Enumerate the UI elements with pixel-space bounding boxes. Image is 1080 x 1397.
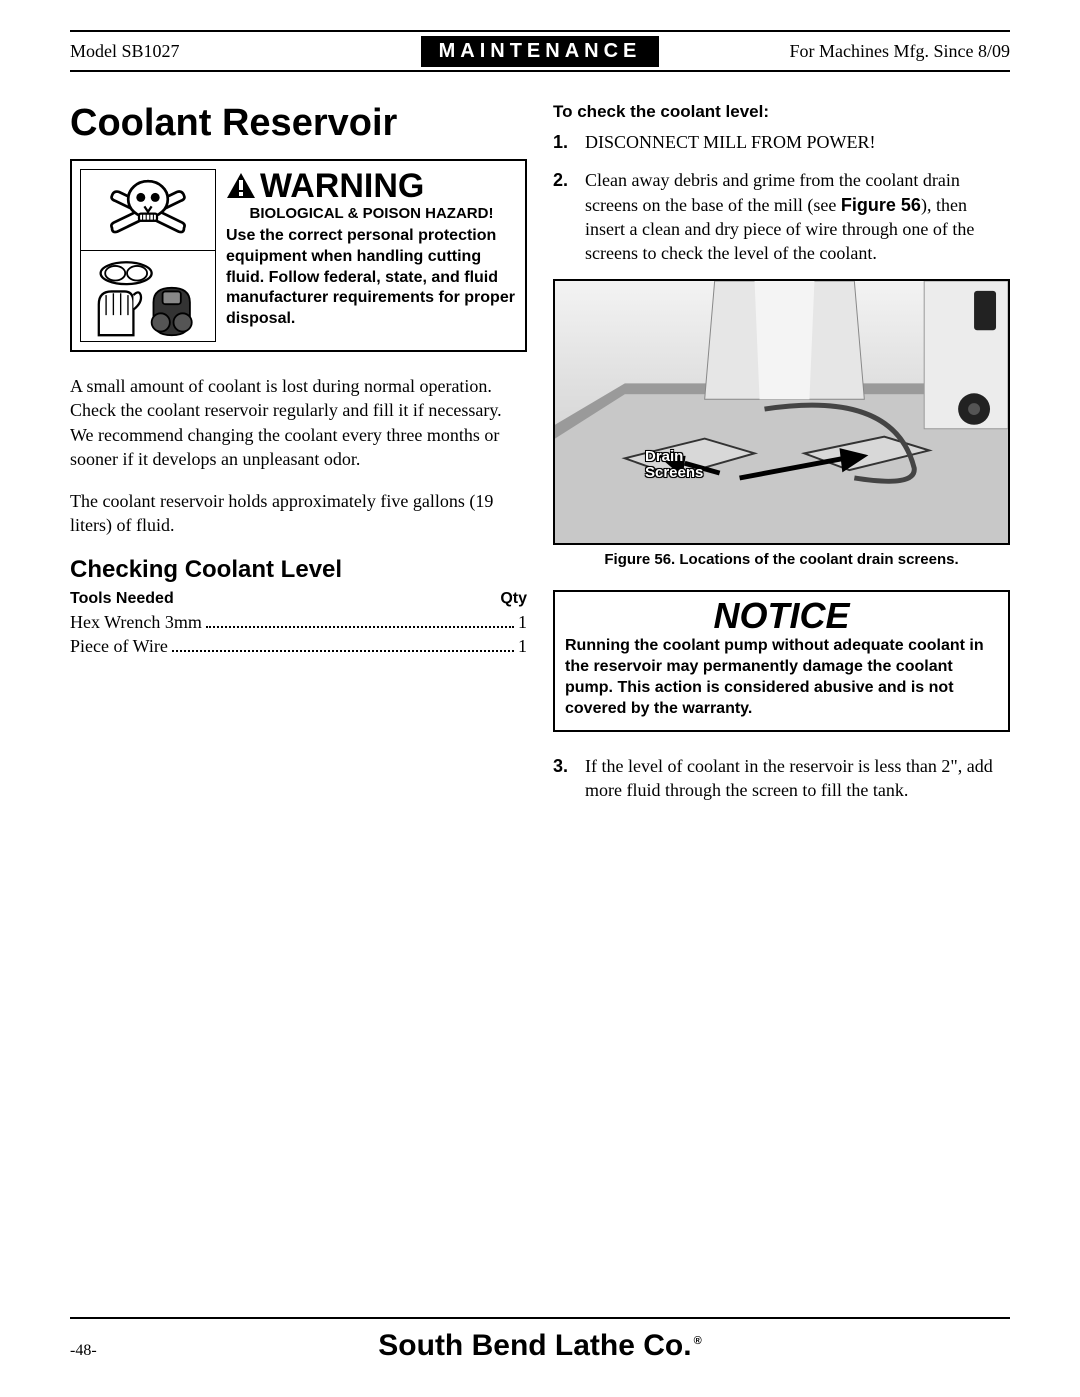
warning-box: WARNING BIOLOGICAL & POISON HAZARD! Use …: [70, 159, 527, 352]
intro-paragraph-1: A small amount of coolant is lost during…: [70, 374, 527, 471]
tool-name: Piece of Wire: [70, 634, 168, 658]
skull-crossbones-icon: [81, 170, 215, 250]
steps-list-continued: 3. If the level of coolant in the reserv…: [553, 754, 1010, 803]
drain-label-line1: Drain: [645, 448, 683, 465]
drain-label-line2: Screens: [645, 464, 703, 481]
step-2: 2. Clean away debris and grime from the …: [553, 168, 1010, 265]
notice-title: NOTICE: [565, 598, 998, 634]
tool-qty: 1: [518, 634, 527, 658]
warning-icon-grid: [80, 169, 216, 342]
tool-name: Hex Wrench 3mm: [70, 610, 202, 634]
right-column: To check the coolant level: 1. DISCONNEC…: [553, 102, 1010, 816]
notice-box: NOTICE Running the coolant pump without …: [553, 590, 1010, 731]
step-text: DISCONNECT MILL FROM POWER!: [585, 130, 876, 154]
header-mfg: For Machines Mfg. Since 8/09: [659, 41, 1010, 62]
tools-header-left: Tools Needed: [70, 590, 500, 608]
registered-mark: ®: [694, 1335, 702, 1347]
ppe-icons: [81, 250, 215, 341]
tools-header-row: Tools Needed Qty: [70, 590, 527, 608]
tool-row: Hex Wrench 3mm 1: [70, 610, 527, 634]
check-level-heading: To check the coolant level:: [553, 102, 1010, 122]
figure-illustration: [555, 281, 1008, 543]
step-1: 1. DISCONNECT MILL FROM POWER!: [553, 130, 1010, 154]
section-title: Coolant Reservoir: [70, 102, 527, 145]
left-column: Coolant Reservoir: [70, 102, 527, 816]
figure-56: Drain Screens: [553, 279, 1010, 545]
tools-header-right: Qty: [500, 590, 527, 608]
page-footer: -48- South Bend Lathe Co.®: [70, 1317, 1010, 1363]
step-text: Clean away debris and grime from the coo…: [585, 168, 1010, 265]
top-rule: [70, 30, 1010, 32]
page-number: -48-: [70, 1342, 190, 1360]
steps-list: 1. DISCONNECT MILL FROM POWER! 2. Clean …: [553, 130, 1010, 265]
warning-body: Use the correct personal protection equi…: [226, 226, 517, 330]
company-text: South Bend Lathe Co.: [378, 1329, 691, 1362]
figure-reference: Figure 56: [841, 195, 921, 215]
step-number: 1.: [553, 130, 573, 154]
step-number: 2.: [553, 168, 573, 265]
step-number: 3.: [553, 754, 573, 803]
step-text: If the level of coolant in the reservoir…: [585, 754, 1010, 803]
company-name: South Bend Lathe Co.®: [190, 1329, 890, 1363]
subsection-title: Checking Coolant Level: [70, 556, 527, 584]
warning-word: WARNING: [260, 169, 424, 203]
header-section-band: MAINTENANCE: [421, 36, 660, 67]
figure-caption: Figure 56. Locations of the coolant drai…: [553, 551, 1010, 568]
header-model: Model SB1027: [70, 41, 421, 62]
tool-row: Piece of Wire 1: [70, 634, 527, 658]
two-column-layout: Coolant Reservoir: [70, 102, 1010, 816]
drain-screens-label: Drain Screens: [645, 449, 703, 481]
leader-dots: [206, 612, 514, 628]
warning-triangle-icon: [226, 172, 256, 200]
notice-body: Running the coolant pump without adequat…: [565, 636, 998, 719]
warning-subhead: BIOLOGICAL & POISON HAZARD!: [226, 205, 517, 222]
leader-dots: [172, 636, 514, 652]
page-header: Model SB1027 MAINTENANCE For Machines Mf…: [70, 36, 1010, 72]
tool-qty: 1: [518, 610, 527, 634]
footer-rule: [70, 1317, 1010, 1319]
warning-heading: WARNING: [226, 169, 517, 203]
step-3: 3. If the level of coolant in the reserv…: [553, 754, 1010, 803]
intro-paragraph-2: The coolant reservoir holds approximatel…: [70, 489, 527, 538]
warning-text-block: WARNING BIOLOGICAL & POISON HAZARD! Use …: [226, 169, 517, 342]
